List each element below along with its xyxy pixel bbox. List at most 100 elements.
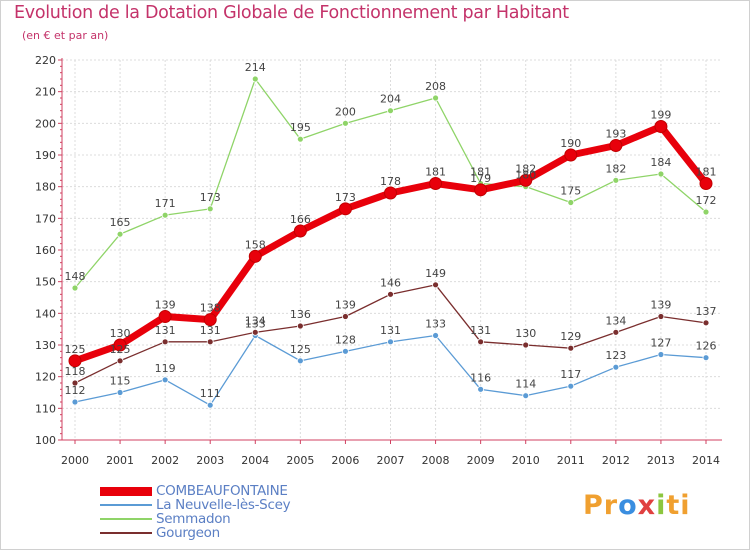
y-tick-label: 170 (35, 212, 56, 225)
x-tick-label: 2002 (151, 454, 179, 467)
data-point (113, 338, 127, 352)
legend-swatch (100, 518, 152, 520)
data-label: 117 (560, 368, 581, 381)
x-tick-label: 2012 (602, 454, 630, 467)
data-label: 166 (290, 213, 311, 226)
data-point (654, 120, 668, 133)
x-tick-label: 2007 (377, 454, 405, 467)
data-label: 146 (380, 276, 401, 289)
x-tick-label: 2004 (241, 454, 269, 467)
data-label: 180 (515, 169, 536, 182)
data-label: 111 (200, 387, 221, 400)
logo-part: o (618, 490, 638, 521)
x-tick-label: 2000 (61, 454, 89, 467)
data-label: 127 (650, 337, 671, 350)
legend-label: Semmadon (156, 511, 231, 527)
data-point (158, 310, 172, 323)
data-label: 118 (65, 365, 86, 378)
data-point (657, 351, 665, 358)
data-label: 138 (200, 302, 221, 315)
data-point (387, 107, 394, 115)
legend-item-semmadon[interactable]: Semmadon (100, 511, 380, 527)
data-label: 181 (470, 166, 491, 179)
x-tick-label: 2009 (467, 454, 495, 467)
data-point (477, 338, 485, 346)
chart-subtitle: (en € et par an) (22, 29, 109, 42)
data-point (161, 376, 169, 384)
data-label: 181 (696, 166, 717, 179)
data-label: 204 (380, 93, 401, 106)
y-tick-label: 190 (35, 149, 56, 162)
data-point (71, 379, 79, 387)
data-point (609, 139, 623, 152)
x-tick-label: 2001 (106, 454, 134, 467)
data-label: 178 (380, 175, 401, 188)
y-tick-label: 220 (35, 54, 56, 67)
legend-label: La Neuvelle-lès-Scey (156, 497, 291, 513)
data-point (161, 338, 169, 346)
data-point (342, 119, 349, 127)
data-point (702, 319, 710, 327)
data-label: 131 (200, 324, 221, 337)
data-label: 130 (515, 327, 536, 340)
data-label: 125 (110, 343, 131, 356)
data-point (612, 363, 620, 371)
data-point (338, 202, 352, 216)
data-label: 114 (515, 378, 536, 391)
y-tick-label: 110 (35, 402, 56, 415)
logo-part: ti (666, 490, 691, 521)
data-point (342, 347, 349, 355)
data-label: 131 (155, 324, 176, 337)
data-label: 179 (470, 172, 491, 185)
data-point (296, 135, 304, 143)
legend-item-combeaufontaine[interactable]: COMBEAUFONTAINE (100, 483, 380, 499)
data-label: 208 (425, 80, 446, 93)
data-point (71, 284, 79, 292)
data-point (432, 332, 439, 339)
data-label: 136 (290, 308, 311, 321)
data-point (564, 148, 578, 162)
data-point (71, 398, 79, 406)
data-label: 137 (696, 305, 717, 318)
x-tick-label: 2008 (422, 454, 450, 467)
y-tick-label: 160 (35, 244, 56, 257)
data-point (293, 224, 307, 238)
data-point (702, 354, 710, 362)
data-point (567, 344, 575, 352)
x-tick-label: 2013 (647, 454, 675, 467)
y-tick-label: 100 (35, 434, 56, 447)
data-label: 149 (425, 267, 446, 280)
legend-item-la-neuvelle[interactable]: La Neuvelle-lès-Scey (100, 497, 380, 513)
data-point (657, 170, 665, 178)
data-label: 128 (335, 333, 356, 346)
data-label: 112 (65, 384, 86, 397)
data-point (612, 176, 620, 184)
data-point (342, 313, 349, 320)
data-label: 165 (110, 216, 131, 229)
data-label: 119 (155, 362, 176, 375)
data-point (68, 354, 82, 368)
legend: COMBEAUFONTAINE La Neuvelle-lès-Scey Sem… (100, 483, 380, 541)
y-tick-label: 140 (35, 307, 56, 320)
data-label: 181 (425, 166, 446, 179)
data-point (567, 382, 575, 390)
data-point (116, 357, 124, 365)
logo-part: x (637, 490, 657, 521)
legend-item-gourgeon[interactable]: Gourgeon (100, 525, 380, 541)
data-point (474, 183, 488, 197)
data-label: 199 (650, 109, 671, 122)
data-label: 182 (605, 162, 626, 175)
data-label: 131 (380, 324, 401, 337)
data-label: 158 (245, 238, 266, 251)
x-tick-label: 2003 (196, 454, 224, 467)
data-point (206, 338, 214, 346)
data-label: 115 (110, 375, 131, 388)
data-point (296, 322, 304, 330)
y-tick-label: 150 (35, 276, 56, 289)
data-label: 116 (470, 371, 491, 384)
y-tick-label: 200 (35, 117, 56, 130)
data-point (161, 211, 169, 219)
x-tick-label: 2010 (512, 454, 540, 467)
data-label: 123 (605, 349, 626, 362)
data-label: 190 (560, 137, 581, 150)
